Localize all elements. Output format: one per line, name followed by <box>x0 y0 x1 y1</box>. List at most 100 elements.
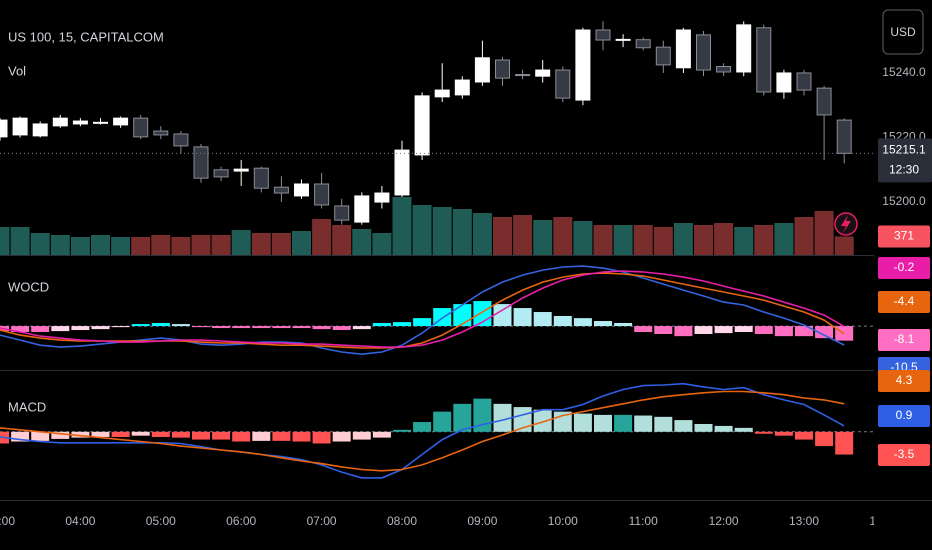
candle-body <box>32 123 48 137</box>
histogram-bar <box>151 323 170 327</box>
volume-bar <box>70 237 90 255</box>
histogram-bar <box>71 431 90 438</box>
x-tick-label: 07:00 <box>307 514 337 528</box>
candle-body <box>72 120 88 125</box>
histogram-bar <box>131 324 150 327</box>
volume-bar <box>673 223 693 255</box>
histogram-bar <box>171 324 190 327</box>
currency-box <box>882 9 924 55</box>
volume-bar <box>714 223 734 255</box>
histogram-bar <box>372 431 391 438</box>
histogram-bar <box>171 431 190 438</box>
x-tick-label: 03:00 <box>0 514 15 528</box>
candle-body <box>515 74 531 77</box>
histogram-bar <box>413 422 432 432</box>
x-tick-label: 04:00 <box>65 514 95 528</box>
volume-bar <box>493 217 512 255</box>
volume-bar <box>513 215 533 255</box>
volume-bar <box>50 235 70 255</box>
histogram-bar <box>754 326 773 334</box>
candle-body <box>334 205 350 221</box>
volume-bar <box>613 225 633 255</box>
histogram-bar <box>272 431 291 441</box>
candle-body <box>756 27 772 93</box>
candle-body <box>575 29 591 101</box>
candle-body <box>655 46 671 66</box>
indicator-value-label-box <box>878 370 930 392</box>
indicator-value-label: 4.3 <box>896 373 913 387</box>
volume-bar <box>593 225 613 255</box>
histogram-bar <box>352 326 371 330</box>
histogram-bar <box>835 431 854 455</box>
volume-bar <box>754 225 774 255</box>
candle-body <box>374 192 390 203</box>
histogram-bar <box>232 326 251 329</box>
candle-body <box>716 65 732 73</box>
histogram-bar <box>393 429 411 432</box>
histogram-bar <box>614 414 633 432</box>
histogram-bar <box>192 431 210 440</box>
x-tick-label: 09:00 <box>467 514 497 528</box>
candle-body <box>414 95 430 156</box>
histogram-bar <box>594 321 612 327</box>
volume-bar <box>30 233 50 255</box>
candle-body <box>273 186 289 194</box>
histogram-bar <box>332 431 351 442</box>
candle-body <box>52 117 68 127</box>
alert-bolt <box>841 215 851 233</box>
histogram-value-label: -8.1 <box>894 332 915 346</box>
histogram-bar <box>192 326 210 328</box>
histogram-bar <box>31 431 50 441</box>
histogram-bar <box>533 312 552 327</box>
x-tick-label: 13:00 <box>789 514 819 528</box>
candle-body <box>253 167 269 189</box>
x-tick-label: 10:00 <box>548 514 578 528</box>
histogram-bar <box>795 326 813 337</box>
candle-body <box>294 183 309 197</box>
price-axis: 15240.015220.015200.015215.112:30371-10.… <box>878 65 932 466</box>
macd-title: MACD <box>8 399 46 414</box>
histogram-bar <box>674 326 693 337</box>
histogram-bar <box>252 326 271 329</box>
histogram-bar <box>815 431 834 447</box>
histogram-bar <box>151 431 170 437</box>
histogram-bar <box>372 323 391 327</box>
candle-body <box>173 133 189 147</box>
volume-bar <box>814 211 834 255</box>
histogram-bar <box>614 323 633 327</box>
x-tick-label: 11:00 <box>629 514 658 528</box>
volume-bar <box>91 235 110 255</box>
histogram-bar <box>815 326 834 339</box>
histogram-bar <box>332 326 351 331</box>
plot-area: 03:00 04:00 05:00 06:00 07:00 08:00 09:00 10:00… <box>0 21 899 528</box>
candle-body <box>0 119 8 138</box>
candle-body <box>354 195 370 223</box>
histogram-bar <box>654 326 673 334</box>
volume-bar <box>211 235 231 255</box>
histogram-bar <box>513 308 532 327</box>
histogram-bar <box>272 326 291 329</box>
indicator-value-label-box <box>878 291 930 313</box>
volume-label-box <box>878 225 930 248</box>
histogram-bar <box>131 431 150 436</box>
alert-icon[interactable] <box>834 212 858 236</box>
candle-body <box>394 149 410 196</box>
indicator-line <box>0 272 845 349</box>
histogram-bar <box>553 315 572 327</box>
volume-bar <box>834 236 854 255</box>
candle-body <box>153 130 169 136</box>
volume-title: Vol <box>8 63 26 78</box>
currency-button[interactable]: USD <box>882 9 924 55</box>
candle-body <box>133 117 149 138</box>
last-price-box <box>878 138 932 183</box>
wocd-title: WOCD <box>8 279 49 294</box>
volume-bar <box>292 231 311 255</box>
volume-bar <box>392 197 412 255</box>
x-tick-label: 14:00 <box>869 514 899 528</box>
candle-body <box>736 24 752 73</box>
histogram-bar <box>654 416 673 432</box>
candle-body <box>495 59 510 79</box>
histogram-value-label-box <box>878 444 930 466</box>
